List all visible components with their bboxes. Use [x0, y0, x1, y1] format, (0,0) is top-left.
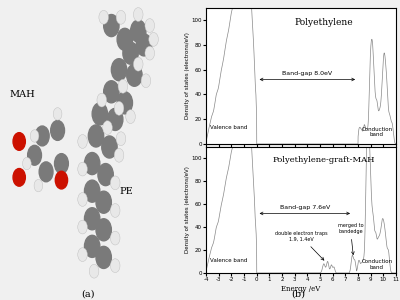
Circle shape [118, 80, 128, 93]
Circle shape [116, 132, 126, 145]
Circle shape [84, 152, 100, 175]
Text: MAH: MAH [10, 90, 35, 99]
Circle shape [89, 264, 99, 278]
Circle shape [114, 101, 124, 115]
Circle shape [123, 42, 138, 64]
Circle shape [78, 220, 87, 234]
Circle shape [110, 259, 120, 273]
Circle shape [110, 204, 120, 218]
Circle shape [84, 208, 100, 230]
Circle shape [78, 193, 87, 206]
Circle shape [13, 169, 25, 186]
Circle shape [34, 179, 43, 192]
Circle shape [134, 8, 143, 21]
Text: merged to
bandedge: merged to bandedge [338, 223, 363, 255]
Circle shape [117, 28, 132, 50]
Text: PE: PE [119, 187, 133, 196]
Y-axis label: Density of states (electrons/eV): Density of states (electrons/eV) [185, 167, 190, 254]
Circle shape [88, 125, 104, 147]
Circle shape [110, 231, 120, 245]
Circle shape [117, 92, 132, 114]
Circle shape [35, 126, 49, 146]
Text: Conduction
band: Conduction band [362, 127, 392, 137]
Circle shape [134, 57, 143, 71]
Circle shape [84, 235, 100, 257]
Text: Polyethylene-graft-MAH: Polyethylene-graft-MAH [272, 156, 375, 164]
Circle shape [149, 32, 158, 46]
Circle shape [96, 191, 111, 213]
Circle shape [22, 157, 31, 170]
Circle shape [96, 246, 111, 268]
Circle shape [136, 34, 152, 56]
Circle shape [55, 171, 68, 189]
Text: Band-gap 8.0eV: Band-gap 8.0eV [282, 71, 332, 76]
Circle shape [78, 248, 87, 262]
Circle shape [96, 219, 111, 241]
Circle shape [30, 130, 39, 142]
Circle shape [84, 180, 100, 202]
Circle shape [114, 148, 124, 162]
Circle shape [103, 121, 112, 135]
Text: Valence band: Valence band [210, 257, 248, 262]
Circle shape [108, 108, 123, 130]
Circle shape [28, 145, 42, 165]
Circle shape [130, 20, 146, 42]
Circle shape [104, 14, 119, 37]
Circle shape [97, 93, 106, 107]
Circle shape [78, 162, 87, 176]
Circle shape [51, 121, 64, 140]
Circle shape [110, 176, 120, 190]
Circle shape [126, 110, 135, 124]
Text: (a): (a) [81, 290, 95, 299]
Circle shape [13, 133, 25, 150]
Circle shape [111, 59, 127, 81]
Circle shape [141, 74, 151, 88]
Text: (b): (b) [291, 290, 305, 299]
Circle shape [145, 46, 154, 60]
Circle shape [104, 81, 119, 103]
Circle shape [92, 103, 108, 125]
Circle shape [116, 11, 126, 24]
Circle shape [102, 136, 117, 158]
Circle shape [53, 108, 62, 120]
Text: double electron traps
1.9, 1.4eV: double electron traps 1.9, 1.4eV [275, 231, 327, 260]
Text: Conduction
band: Conduction band [362, 259, 392, 270]
Text: Band-gap 7.6eV: Band-gap 7.6eV [280, 205, 330, 210]
Circle shape [127, 64, 142, 86]
Circle shape [78, 135, 87, 148]
Circle shape [54, 154, 68, 173]
Circle shape [98, 164, 113, 186]
Circle shape [39, 162, 53, 182]
Y-axis label: Density of states (electrons/eV): Density of states (electrons/eV) [185, 32, 190, 119]
Text: Valence band: Valence band [210, 125, 248, 130]
Circle shape [99, 11, 108, 24]
Text: Polyethylene: Polyethylene [294, 18, 353, 27]
X-axis label: Energy /eV: Energy /eV [281, 285, 321, 293]
Circle shape [145, 19, 154, 32]
